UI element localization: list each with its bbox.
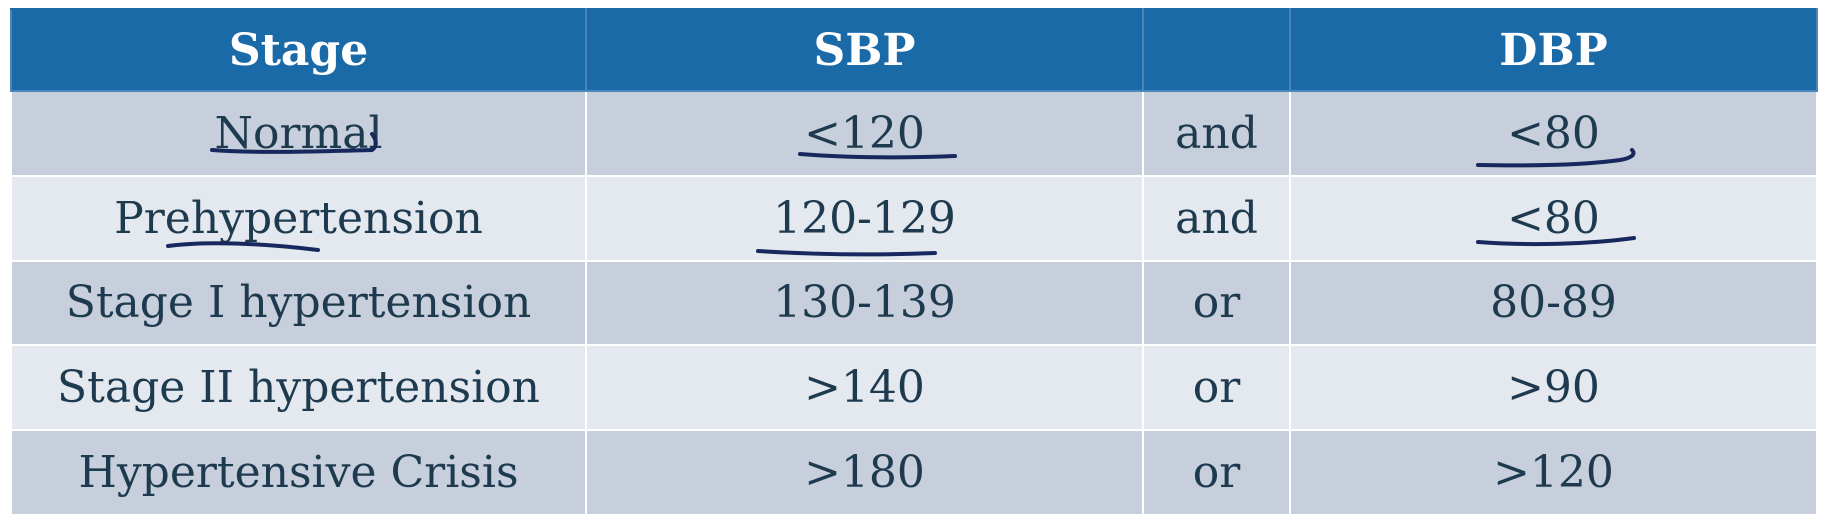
connector-word: and (1175, 192, 1258, 244)
sbp-cell: <120 (585, 90, 1144, 177)
connector-cell: and (1142, 90, 1291, 177)
sbp-value: 130-139 (773, 277, 956, 329)
header-connector (1142, 8, 1291, 92)
dbp-value: <80 (1507, 192, 1600, 244)
table-row: Hypertensive Crisis >180 or >120 (10, 429, 1818, 516)
sbp-value: <120 (804, 107, 925, 159)
connector-cell: or (1142, 429, 1291, 516)
stage-label: Normal (214, 107, 383, 159)
sbp-cell: 130-139 (585, 259, 1144, 347)
connector-cell: or (1142, 344, 1291, 432)
header-stage: Stage (10, 8, 587, 92)
stage-cell: Stage II hypertension (10, 344, 587, 432)
table-row: Stage II hypertension >140 or >90 (10, 344, 1818, 432)
stage-cell: Normal (10, 90, 587, 177)
dbp-cell: >90 (1289, 344, 1818, 432)
table-row: Stage I hypertension 130-139 or 80-89 (10, 259, 1818, 347)
stage-cell: Prehypertension (10, 174, 587, 262)
dbp-cell: >120 (1289, 429, 1818, 516)
stage-label: Stage II hypertension (57, 362, 540, 414)
dbp-value: >90 (1507, 362, 1600, 414)
stage-cell: Hypertensive Crisis (10, 429, 587, 516)
blood-pressure-stage-table: Stage SBP DBP Normal <120 and <80 (10, 8, 1818, 516)
sbp-cell: 120-129 (585, 174, 1144, 262)
sbp-cell: >180 (585, 429, 1144, 516)
table-header-row: Stage SBP DBP (10, 8, 1818, 92)
header-dbp: DBP (1289, 8, 1818, 92)
connector-cell: and (1142, 174, 1291, 262)
stage-cell: Stage I hypertension (10, 259, 587, 347)
stage-label: Stage I hypertension (65, 277, 532, 329)
table-row: Prehypertension 120-129 and <80 (10, 174, 1818, 262)
table-row: Normal <120 and <80 (10, 90, 1818, 177)
connector-word: or (1192, 277, 1241, 329)
connector-word: or (1192, 362, 1241, 414)
dbp-cell: <80 (1289, 90, 1818, 177)
sbp-value: >140 (804, 362, 925, 414)
dbp-cell: 80-89 (1289, 259, 1818, 347)
stage-label: Prehypertension (114, 192, 483, 244)
sbp-value: >180 (804, 447, 925, 499)
connector-cell: or (1142, 259, 1291, 347)
connector-word: and (1175, 107, 1258, 159)
header-sbp: SBP (585, 8, 1144, 92)
stage-label: Hypertensive Crisis (78, 447, 519, 499)
dbp-value: <80 (1507, 107, 1600, 159)
sbp-cell: >140 (585, 344, 1144, 432)
sbp-value: 120-129 (773, 192, 956, 244)
dbp-value: >120 (1493, 447, 1614, 499)
connector-word: or (1192, 447, 1241, 499)
dbp-value: 80-89 (1490, 277, 1617, 329)
dbp-cell: <80 (1289, 174, 1818, 262)
